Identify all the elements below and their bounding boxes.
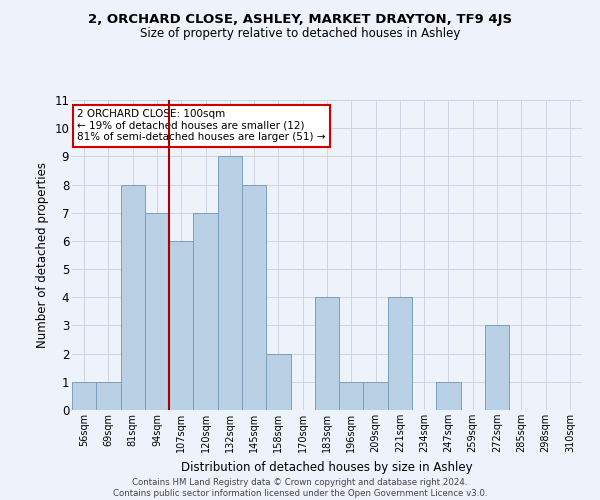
X-axis label: Distribution of detached houses by size in Ashley: Distribution of detached houses by size … bbox=[181, 460, 473, 473]
Bar bbox=[121, 184, 145, 410]
Bar bbox=[242, 184, 266, 410]
Text: 2, ORCHARD CLOSE, ASHLEY, MARKET DRAYTON, TF9 4JS: 2, ORCHARD CLOSE, ASHLEY, MARKET DRAYTON… bbox=[88, 12, 512, 26]
Bar bbox=[96, 382, 121, 410]
Bar bbox=[485, 326, 509, 410]
Text: 2 ORCHARD CLOSE: 100sqm
← 19% of detached houses are smaller (12)
81% of semi-de: 2 ORCHARD CLOSE: 100sqm ← 19% of detache… bbox=[77, 110, 326, 142]
Bar bbox=[436, 382, 461, 410]
Bar bbox=[169, 241, 193, 410]
Bar bbox=[339, 382, 364, 410]
Y-axis label: Number of detached properties: Number of detached properties bbox=[35, 162, 49, 348]
Bar bbox=[72, 382, 96, 410]
Bar bbox=[266, 354, 290, 410]
Text: Contains HM Land Registry data © Crown copyright and database right 2024.
Contai: Contains HM Land Registry data © Crown c… bbox=[113, 478, 487, 498]
Text: Size of property relative to detached houses in Ashley: Size of property relative to detached ho… bbox=[140, 28, 460, 40]
Bar bbox=[315, 298, 339, 410]
Bar bbox=[364, 382, 388, 410]
Bar bbox=[193, 212, 218, 410]
Bar bbox=[145, 212, 169, 410]
Bar bbox=[388, 298, 412, 410]
Bar bbox=[218, 156, 242, 410]
